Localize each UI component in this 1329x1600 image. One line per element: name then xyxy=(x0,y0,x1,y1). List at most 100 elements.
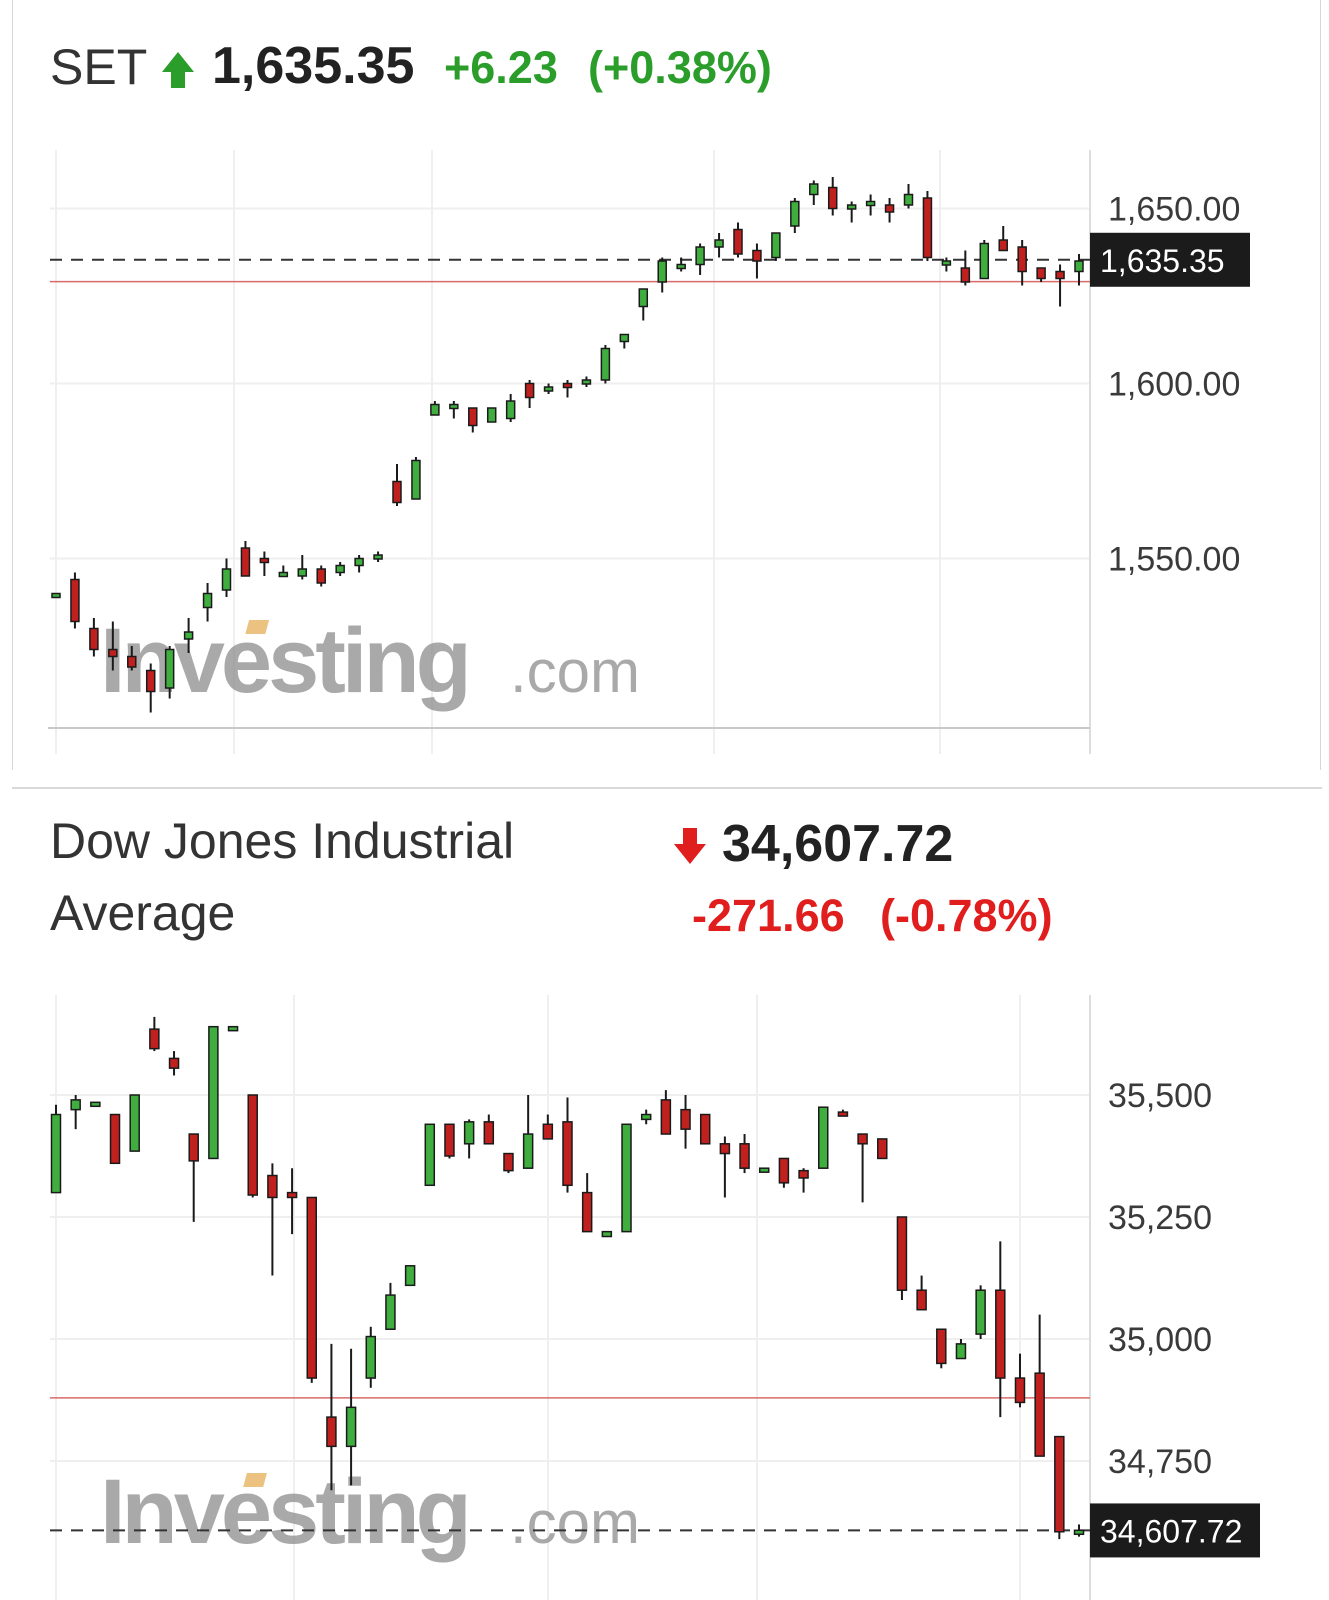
y-tick-label: 1,600.00 xyxy=(1108,366,1240,404)
candle xyxy=(600,345,611,384)
candle xyxy=(227,1025,239,1032)
candle xyxy=(411,457,421,500)
index-name[interactable]: SET xyxy=(50,39,148,95)
candle-body xyxy=(463,1121,475,1145)
candle xyxy=(51,592,61,599)
candle xyxy=(1055,264,1065,307)
candle xyxy=(979,240,990,280)
candle-body xyxy=(522,1133,534,1169)
candle-body xyxy=(916,1289,927,1311)
candle-body xyxy=(733,228,743,255)
candle-body xyxy=(444,1123,455,1157)
candle xyxy=(660,1090,672,1135)
candle-body xyxy=(638,288,649,308)
candle-body xyxy=(240,547,251,577)
candle xyxy=(247,1094,258,1198)
candle-body xyxy=(109,1113,121,1165)
candle xyxy=(1014,1353,1026,1408)
y-tick-label: 35,000 xyxy=(1108,1321,1212,1359)
candle-body xyxy=(562,1121,573,1187)
candle xyxy=(719,1136,731,1198)
candle xyxy=(365,1326,377,1388)
candle xyxy=(1073,1524,1085,1537)
candle-body xyxy=(1017,246,1027,273)
candles xyxy=(50,1016,1085,1540)
candle-body xyxy=(108,648,118,658)
candle-body xyxy=(581,379,592,385)
candle-body xyxy=(411,459,421,500)
set-candlestick-chart[interactable]: Investing .com 1,550.00 1,600.00 1,650.00 1,6… xyxy=(0,150,1329,760)
candle xyxy=(183,618,194,653)
candle-body xyxy=(941,260,952,266)
candle-body xyxy=(1034,1372,1045,1457)
candle xyxy=(581,1173,593,1233)
index-change-percent: (+0.38%) xyxy=(588,42,772,93)
candle xyxy=(621,1123,632,1233)
candle xyxy=(424,1123,436,1187)
candle xyxy=(714,233,724,258)
candle-body xyxy=(657,260,667,283)
dow-jones-candlestick-chart[interactable]: Investing .com 34,750 35,000 35,250 35,500 34,… xyxy=(0,995,1329,1600)
candle-body xyxy=(326,1416,337,1448)
candle-body xyxy=(145,669,156,693)
index-name-line1[interactable]: Dow Jones Industrial xyxy=(50,813,515,869)
candle xyxy=(1054,1435,1065,1540)
candle-body xyxy=(562,382,573,389)
watermark-accent xyxy=(245,620,270,634)
candle xyxy=(221,558,232,597)
candle-body xyxy=(89,627,99,651)
candle-body xyxy=(857,1133,868,1145)
candle-body xyxy=(227,1025,239,1032)
candle-body xyxy=(601,1230,613,1238)
candle-body xyxy=(739,1143,750,1169)
candle-body xyxy=(430,403,440,416)
candle xyxy=(601,1230,613,1238)
candle-body xyxy=(202,592,213,609)
candle-body xyxy=(70,578,80,623)
candle xyxy=(699,1113,711,1145)
watermark-text: Investing xyxy=(100,610,468,712)
candle xyxy=(638,288,649,321)
candle xyxy=(581,376,592,387)
candle xyxy=(1034,1314,1045,1457)
watermark-text: Investing xyxy=(100,1461,468,1563)
candle-body xyxy=(392,480,402,504)
candle xyxy=(1017,240,1027,286)
candle xyxy=(306,1196,317,1383)
candle xyxy=(108,621,118,671)
candle xyxy=(975,1285,986,1339)
candle xyxy=(202,583,213,622)
index-name-line2[interactable]: Average xyxy=(50,885,236,941)
index-price: 1,635.35 xyxy=(212,37,415,95)
candle xyxy=(70,1095,81,1130)
candle-body xyxy=(1054,1435,1065,1533)
candle-body xyxy=(503,1152,514,1172)
candle xyxy=(259,551,270,576)
candles xyxy=(51,177,1084,713)
candle xyxy=(733,222,743,258)
last-price-label: 1,635.35 xyxy=(1100,243,1225,279)
candle xyxy=(404,1265,416,1287)
candle xyxy=(468,407,478,433)
candle xyxy=(676,257,686,272)
candle-body xyxy=(960,267,971,283)
candle xyxy=(90,1101,101,1108)
candle-body xyxy=(752,249,762,262)
candle-body xyxy=(798,1169,809,1179)
candle xyxy=(208,1025,219,1160)
candle-body xyxy=(719,1143,731,1155)
candle-body xyxy=(695,246,705,266)
candle-body xyxy=(837,1111,849,1117)
candle-body xyxy=(449,403,459,410)
y-tick-label: 35,500 xyxy=(1108,1077,1212,1115)
candle-body xyxy=(335,564,345,574)
candle-body xyxy=(345,1406,357,1448)
card-border-right xyxy=(1320,0,1321,770)
card-border-left xyxy=(12,0,13,770)
candle-body xyxy=(865,200,876,207)
candle-body xyxy=(809,183,819,196)
candle-body xyxy=(600,347,611,381)
last-price-badge: 34,607.72 xyxy=(1090,1503,1260,1558)
candle xyxy=(463,1119,475,1159)
investing-watermark: Investing .com xyxy=(100,610,640,712)
